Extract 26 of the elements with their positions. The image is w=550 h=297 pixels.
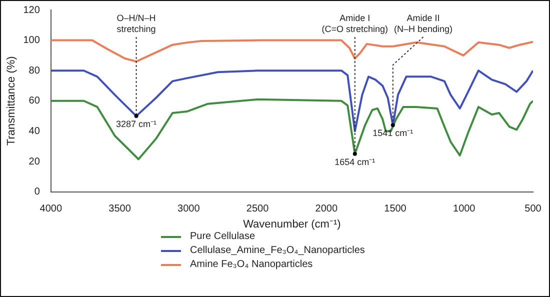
x-axis-title: Wavenumber (cm⁻¹) [243, 218, 341, 230]
annotation: 3287 cm⁻¹ [116, 119, 157, 130]
legend-label: Amine Fe₃O₄ Nanoparticles [190, 259, 313, 270]
legend-label: Cellulase_Amine_Fe₃O₄_Nanoparticles [190, 245, 365, 256]
y-tick-label: 100 [23, 35, 40, 46]
y-tick-label: 80 [28, 65, 40, 76]
x-tick-label: 4000 [40, 204, 62, 215]
y-axis-title: Transmittance (%) [6, 56, 18, 146]
y-tick-label: 40 [28, 126, 40, 137]
annotation: Amide II (N–H bending) [394, 12, 453, 34]
annotation: 1541 cm⁻¹ [372, 128, 414, 138]
annotation: Amide I (C=O stretching) [322, 12, 388, 34]
x-tick-label: 1500 [384, 204, 407, 215]
y-tick-label: 20 [28, 156, 40, 168]
y-tick-label: 120 [23, 4, 40, 16]
annotation: O–H/N–H stretching [116, 12, 156, 34]
y-tick-label: 0 [34, 186, 40, 198]
x-tick-label: 3500 [108, 204, 132, 215]
x-tick-label: 500 [524, 204, 542, 215]
x-tick-label: 1000 [453, 204, 476, 215]
x-tick-label: 2500 [246, 204, 270, 215]
x-tick-label: 2000 [315, 204, 338, 215]
x-tick-label: 3000 [178, 204, 200, 215]
annotation: 1654 cm⁻¹ [334, 156, 376, 167]
legend-label: Pure Cellulase [190, 231, 256, 242]
y-tick-label: 60 [28, 96, 40, 107]
